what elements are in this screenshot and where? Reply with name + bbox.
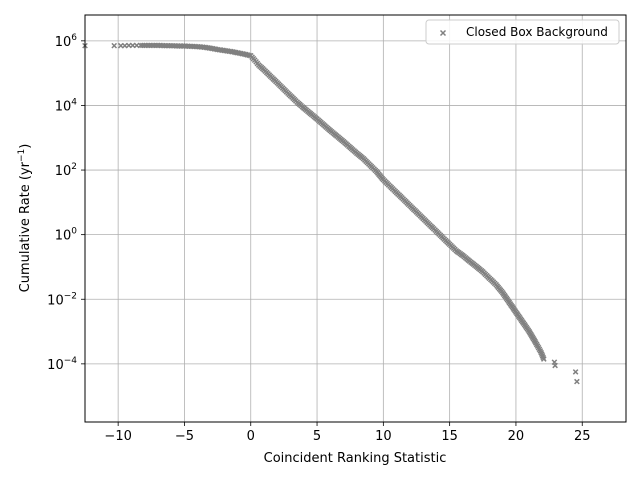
y-tick-label: 100 bbox=[55, 227, 78, 244]
y-tick-label: 106 bbox=[55, 33, 78, 50]
x-tick-label: 20 bbox=[508, 429, 525, 444]
data-points bbox=[82, 42, 580, 385]
data-point bbox=[246, 52, 252, 59]
x-tick-label: 10 bbox=[375, 429, 392, 444]
x-tick-label: 5 bbox=[313, 429, 321, 444]
data-point bbox=[574, 378, 580, 385]
y-axis-label-main: Cumulative Rate (yr bbox=[18, 161, 33, 292]
x-tick-label: −10 bbox=[104, 429, 131, 444]
y-axis-label-close: ) bbox=[18, 144, 33, 149]
y-axis-label-superscript: −1 bbox=[17, 149, 27, 162]
data-point bbox=[111, 42, 118, 49]
y-tick-label: 10−2 bbox=[47, 291, 77, 308]
y-tick-label: 102 bbox=[55, 162, 77, 179]
data-point bbox=[552, 362, 558, 369]
x-tick-label: 15 bbox=[441, 429, 458, 444]
y-tick-label: 104 bbox=[55, 97, 78, 114]
x-tick-label: 25 bbox=[574, 429, 591, 444]
data-point bbox=[572, 369, 579, 375]
legend-label: Closed Box Background bbox=[466, 25, 608, 39]
ticks: −10 −5 0 5 10 15 20 25 10−4 10−2 100 102 104 106 bbox=[47, 33, 590, 444]
legend-box bbox=[425, 19, 620, 45]
legend-marker-x-icon bbox=[439, 29, 447, 37]
legend: Closed Box Background bbox=[425, 19, 620, 45]
y-tick-label: 10−4 bbox=[47, 356, 77, 373]
x-tick-label: −5 bbox=[175, 429, 194, 444]
data-point bbox=[540, 356, 547, 362]
x-axis-label: Coincident Ranking Statistic bbox=[264, 451, 447, 466]
plot-area-frame bbox=[84, 14, 627, 423]
y-axis-label: Cumulative Rate (yr−1) bbox=[17, 144, 33, 293]
x-tick-label: 0 bbox=[247, 429, 255, 444]
